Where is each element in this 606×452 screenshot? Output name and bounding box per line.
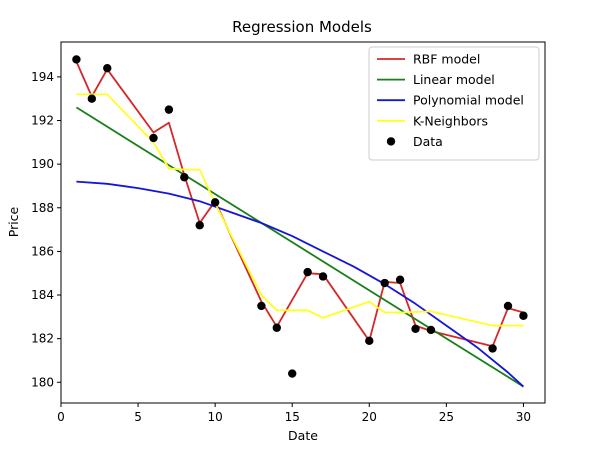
polynomial-model-line [76, 180, 525, 388]
data-point [72, 55, 81, 64]
axes-frame [60, 41, 546, 404]
legend-swatch [386, 137, 396, 146]
data-point [164, 105, 174, 114]
legend-label: K-Neighbors [413, 113, 488, 128]
y-tick-label: 182 [31, 332, 54, 346]
y-tick-label: 194 [31, 70, 54, 84]
data-point [488, 344, 497, 353]
k-neighbors-line [76, 93, 524, 327]
data-point [380, 278, 389, 288]
y-tick-label: 186 [31, 244, 54, 258]
x-axis-label: Date [288, 428, 318, 443]
data-point [503, 301, 513, 311]
data-point [519, 311, 528, 320]
legend-label: Polynomial model [413, 93, 524, 108]
data-point [426, 325, 436, 335]
x-tick-label: 25 [439, 410, 454, 424]
y-tick-label: 184 [31, 288, 54, 302]
data-point [180, 173, 189, 182]
legend-label: Data [413, 134, 443, 149]
x-tick-label: 20 [362, 410, 377, 424]
x-tick-label: 10 [207, 410, 222, 424]
series-layer [72, 55, 528, 388]
x-tick-label: 5 [134, 410, 142, 424]
legend-label: Linear model [413, 72, 495, 87]
data-point [149, 133, 158, 143]
plot-area [60, 41, 546, 404]
y-tick-label: 190 [31, 157, 54, 171]
x-axis: 0 5 10 15 20 25 30 [57, 403, 531, 424]
y-axis-label: Price [6, 206, 21, 237]
data-point [257, 301, 266, 311]
data-point [411, 324, 420, 334]
y-tick-label: 180 [31, 375, 54, 389]
chart-title: Regression Models [232, 18, 372, 36]
y-axis: 180 182 184 186 188 190 192 194 [31, 70, 61, 389]
legend-box [368, 46, 540, 161]
data-point [103, 63, 112, 73]
data-point [288, 369, 297, 378]
data-point [210, 198, 220, 207]
data-point [87, 94, 97, 103]
legend-label: RBF model [413, 52, 480, 67]
x-tick-label: 30 [516, 410, 531, 424]
data-point [318, 272, 328, 281]
linear-model-line [75, 106, 524, 388]
data-point [303, 267, 312, 277]
legend: RBF model Linear model Polynomial model K-N… [368, 46, 540, 161]
data-point [365, 336, 374, 346]
x-tick-label: 0 [57, 410, 65, 424]
data-point [272, 323, 281, 332]
data-point [195, 221, 204, 230]
data-point [395, 275, 405, 284]
y-tick-label: 188 [31, 201, 54, 215]
x-tick-label: 15 [285, 410, 300, 424]
y-tick-label: 192 [31, 114, 54, 128]
